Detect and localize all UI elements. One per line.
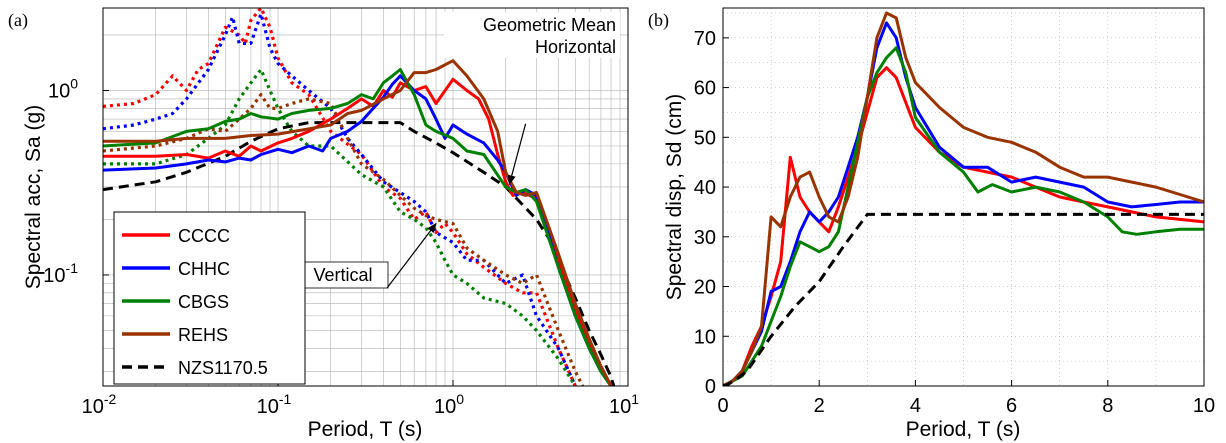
chart-b: 0 2 4 6 8 10 0 10 20 30 40 50 60 70 Period, T (s) Spe… (663, 7, 1215, 441)
y-tick-label-a: 10-1 (43, 260, 78, 287)
legend-label-cbgs: CBGS (178, 292, 229, 312)
series-line-cbgs-vertical (103, 67, 577, 386)
legend-label-chhc: CHHC (178, 259, 230, 279)
series-line-nzs1170-5-design (103, 121, 616, 386)
x-tick-exponent-a: -2 (104, 391, 117, 407)
x-tick-label-b: 0 (717, 395, 728, 417)
series-line-nzs1170-5-b (723, 212, 1204, 386)
ticks-b: 0 2 4 6 8 10 0 10 20 30 40 50 60 70 (694, 28, 1215, 417)
x-tick-label-a: 10-2 (82, 391, 117, 418)
y-tick-exponent-a: 0 (70, 75, 78, 91)
series-line-cbgs-b (723, 46, 1204, 386)
series-line-rehs-vertical (103, 92, 585, 386)
annotation-vertical-arrow (386, 222, 437, 289)
x-tick-exponent-a: 1 (631, 391, 639, 407)
y-tick-label-b: 60 (694, 78, 716, 100)
x-axis-label-b: Period, T (s) (906, 418, 1021, 441)
x-tick-label-b: 2 (814, 395, 825, 417)
plot-area-b (723, 8, 1204, 386)
x-tick-label-a: 10-1 (257, 391, 292, 418)
x-tick-label-a: 101 (609, 391, 639, 418)
annotation-horizontal-arrow (507, 123, 527, 186)
x-tick-label-b: 6 (1006, 395, 1017, 417)
series-group-a (103, 8, 616, 386)
legend-a: CCCC CHHC CBGS REHS NZS1170.5 (113, 211, 306, 385)
x-tick-label-b: 4 (910, 395, 921, 417)
annotation-geometric-mean: Geometric Mean (483, 15, 616, 35)
y-axis-label-b: Spectral disp, Sd (cm) (663, 94, 686, 301)
panel-b-label: (b) (648, 10, 669, 31)
series-line-cccc-vertical (103, 8, 577, 386)
y-tick-label-b: 70 (694, 28, 716, 50)
x-tick-label-a: 100 (434, 391, 464, 418)
y-tick-label-b: 10 (694, 326, 716, 348)
series-line-cbgs-horizontal (103, 68, 613, 386)
x-tick-exponent-a: -1 (279, 391, 292, 407)
annotation-horizontal-bg (444, 12, 620, 58)
annotation-vertical-box (297, 261, 389, 289)
series-line-chhc-b (723, 21, 1204, 386)
legend-label-cccc: CCCC (178, 226, 230, 246)
annotation-vertical: Vertical (313, 265, 372, 285)
axes-frame-a (102, 7, 629, 387)
y-tick-label-b: 0 (705, 376, 716, 398)
y-tick-label-b: 40 (694, 177, 716, 199)
x-tick-exponent-a: 0 (456, 391, 464, 407)
y-tick-exponent-a: -1 (66, 260, 79, 276)
legend-label-rehs: REHS (178, 325, 228, 345)
y-tick-label-b: 30 (694, 227, 716, 249)
series-line-rehs-horizontal (103, 59, 613, 386)
series-line-cccc-b (723, 66, 1204, 386)
y-tick-label-a: 100 (48, 75, 78, 102)
series-line-rehs-b (723, 11, 1204, 386)
legend-label-nzs1170-5: NZS1170.5 (178, 358, 268, 378)
axes-frame-b (722, 7, 1205, 387)
y-tick-label-b: 20 (694, 277, 716, 299)
panel-a-label: (a) (8, 10, 28, 31)
series-group-b (723, 11, 1204, 386)
x-axis-label-a: Period, T (s) (308, 418, 423, 441)
x-tick-label-b: 10 (1193, 395, 1215, 417)
legend-box (113, 211, 306, 385)
y-axis-label-a: Spectral acc, Sa (g) (22, 105, 45, 289)
annotation-horizontal: Horizontal (535, 37, 616, 57)
x-tick-label-b: 8 (1102, 395, 1113, 417)
y-tick-label-b: 50 (694, 127, 716, 149)
